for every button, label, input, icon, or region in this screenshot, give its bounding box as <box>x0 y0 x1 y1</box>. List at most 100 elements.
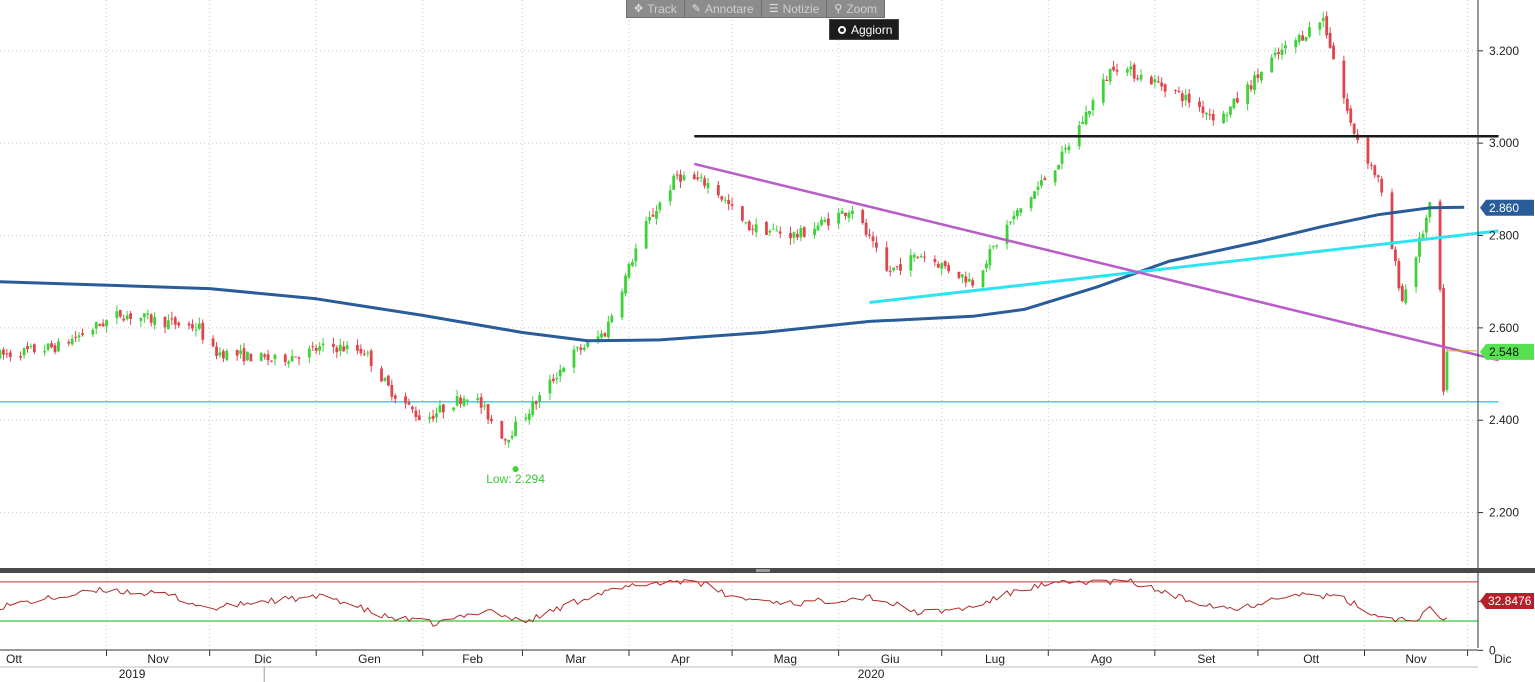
candle-body <box>551 378 555 382</box>
candle-body <box>225 350 229 360</box>
candle-body <box>91 330 95 335</box>
candle-body <box>1297 35 1301 42</box>
candle-body <box>129 313 133 319</box>
candle-body <box>287 361 291 364</box>
candle-body <box>799 228 803 238</box>
chart-grid <box>0 0 1535 648</box>
track-button[interactable]: ✥ Track <box>627 0 685 17</box>
candle-body <box>682 175 686 180</box>
candle-body <box>428 417 432 420</box>
candle-body <box>582 347 586 350</box>
candle-body <box>191 324 194 329</box>
candle-body <box>744 222 748 224</box>
candle-body <box>170 318 174 320</box>
zoom-button[interactable]: ⚲ Zoom <box>827 0 884 17</box>
candle-body <box>644 221 648 249</box>
candle-body <box>844 212 847 217</box>
month-label: Dic <box>254 652 271 666</box>
candle-body <box>98 324 102 326</box>
candle-body <box>1204 112 1208 115</box>
candle-body <box>77 335 81 338</box>
candle-body <box>1414 257 1418 287</box>
candle-body <box>610 315 614 323</box>
candle-body <box>802 227 806 237</box>
candle-body <box>603 333 607 337</box>
candle-body <box>1009 221 1012 223</box>
candle-body <box>338 344 342 352</box>
candle-body <box>22 348 26 356</box>
month-label: Mar <box>565 652 586 666</box>
last-price-badge-bg <box>1480 343 1534 360</box>
candle-body <box>624 275 627 294</box>
refresh-label: Aggiorn <box>851 22 893 37</box>
candle-body <box>1019 208 1023 213</box>
candle-body <box>362 353 366 355</box>
candle-body <box>1380 178 1384 193</box>
candle-body <box>631 262 634 266</box>
candle-body <box>1349 108 1353 123</box>
candle-body <box>149 314 153 323</box>
candle-body <box>562 367 566 373</box>
candle-body <box>1033 191 1036 199</box>
price-tick-label: 3.200 <box>1489 44 1519 58</box>
candle-body <box>778 231 782 234</box>
month-label: Set <box>1197 652 1216 666</box>
candle-body <box>1277 52 1280 55</box>
candle-body <box>916 256 920 258</box>
candle-body <box>342 346 346 352</box>
annotate-button[interactable]: ✎ Annotare <box>685 0 762 17</box>
candle-body <box>53 345 57 353</box>
news-button[interactable]: ☰ Notizie <box>762 0 828 17</box>
candle-body <box>8 352 12 357</box>
candle-body <box>531 401 535 416</box>
candle-body <box>899 264 902 271</box>
candle-body <box>1301 35 1305 41</box>
candle-body <box>871 236 875 242</box>
candle-body <box>503 439 507 441</box>
candle-body <box>57 341 60 352</box>
track-label: Track <box>647 1 677 16</box>
month-label: Giu <box>881 652 900 666</box>
candle-body <box>411 406 414 410</box>
cyan-trendline <box>869 229 1499 304</box>
news-label: Notizie <box>782 1 820 16</box>
candle-body <box>146 313 150 315</box>
candle-body <box>1036 186 1040 190</box>
month-label: Nov <box>1405 652 1426 666</box>
refresh-button[interactable]: Aggiorn <box>829 19 900 40</box>
candle-body <box>1040 180 1043 186</box>
candle-body <box>1081 121 1085 125</box>
candle-body <box>235 349 239 356</box>
candle-body <box>586 340 590 347</box>
candle-body <box>321 343 325 346</box>
candle-body <box>1174 89 1177 91</box>
candle-body <box>462 398 466 406</box>
candle-body <box>1321 17 1325 21</box>
candle-body <box>239 350 242 355</box>
candle-body <box>1029 197 1033 209</box>
candle-body <box>1253 75 1256 91</box>
candle-body <box>606 321 610 338</box>
moving-average-line <box>0 205 1465 343</box>
candle-body <box>1376 175 1380 178</box>
candle-body <box>634 248 638 262</box>
candle-body <box>70 338 74 345</box>
candle-body <box>115 311 119 319</box>
candle-body <box>1149 76 1153 85</box>
rsi-panel: 50032.8476 <box>0 573 1534 657</box>
candle-body <box>837 212 841 224</box>
crosshair-icon: ✥ <box>634 3 644 15</box>
candle-body <box>331 343 335 347</box>
candle-body <box>476 398 480 400</box>
candle-body <box>177 322 181 326</box>
month-label: Dic <box>1494 652 1511 666</box>
candle-body <box>816 225 820 231</box>
candle-body <box>751 228 755 230</box>
candle-body <box>875 242 878 248</box>
candle-body <box>1235 98 1239 103</box>
candle-body <box>820 219 823 226</box>
candle-body <box>576 347 579 349</box>
candle-body <box>139 317 143 321</box>
candle-body <box>1366 137 1370 164</box>
